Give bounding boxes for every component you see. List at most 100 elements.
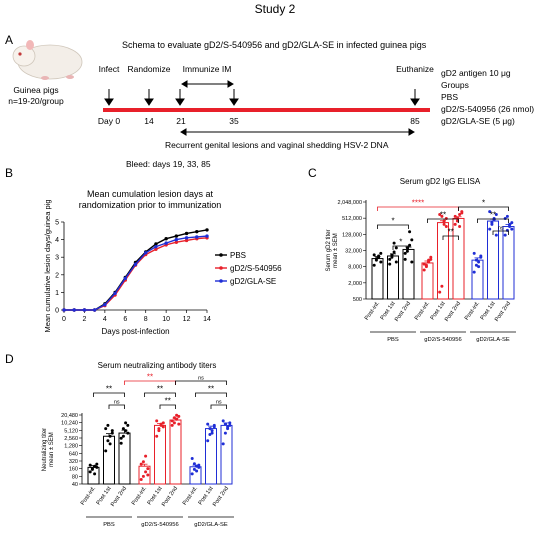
chart-title: Serum neutralizing antibody titers	[98, 361, 217, 370]
data-point	[372, 263, 376, 267]
data-point	[121, 434, 125, 438]
significance-bracket	[442, 235, 459, 240]
data-point	[453, 222, 457, 226]
significance-label: **	[448, 228, 454, 237]
schema-title: Schema to evaluate gD2/S-540956 and gD2/…	[122, 40, 427, 50]
data-point	[510, 227, 514, 231]
data-point	[90, 467, 94, 471]
significance-bracket	[458, 206, 509, 211]
significance-bracket	[492, 230, 509, 235]
data-point	[408, 230, 412, 234]
legend-marker	[219, 266, 223, 270]
significance-bracket	[195, 392, 227, 397]
data-point	[223, 422, 227, 426]
y-tick-label: 20,480	[61, 413, 78, 419]
data-point	[177, 422, 181, 426]
y-tick-label: 8,000	[348, 265, 362, 271]
data-point	[133, 262, 138, 266]
significance-label: ns	[216, 400, 222, 406]
data-point	[190, 472, 194, 476]
groups-info-line: gD2/S-540956 (26 nmol)	[441, 104, 534, 114]
significance-label: **	[157, 385, 163, 394]
data-point	[177, 414, 181, 418]
data-point	[208, 427, 212, 431]
data-point	[228, 421, 232, 425]
data-point	[508, 222, 512, 226]
groups-info-line: PBS	[441, 92, 458, 102]
data-point	[95, 465, 99, 469]
data-point	[95, 462, 99, 466]
y-axis-label: Serum gD2 titer	[326, 229, 332, 271]
group-label: gD2/GLA-SE	[194, 522, 228, 528]
significance-label: **	[147, 373, 153, 382]
significance-bracket	[427, 218, 459, 223]
data-point	[195, 229, 199, 234]
data-point	[472, 270, 476, 274]
data-point	[422, 268, 426, 272]
significance-label: ns	[198, 376, 204, 382]
bar	[205, 428, 217, 485]
legend-label: PBS	[230, 251, 246, 260]
y-tick-label: 2,000	[348, 281, 362, 287]
data-point	[206, 439, 210, 443]
infect-label: Infect	[99, 64, 120, 74]
data-point	[221, 419, 225, 423]
data-point	[190, 457, 194, 461]
chart-title: Serum gD2 IgG ELISA	[400, 177, 481, 186]
data-point	[172, 421, 176, 425]
euthanize-label: Euthanize	[396, 64, 434, 74]
data-point	[442, 219, 446, 223]
y-tick-label: 160	[69, 467, 78, 473]
data-point	[104, 427, 108, 431]
x-axis-label: Days post-infection	[101, 327, 169, 336]
data-point	[154, 242, 158, 246]
data-point	[205, 234, 209, 238]
significance-bracket	[175, 380, 227, 385]
data-point	[460, 211, 464, 215]
data-point	[139, 478, 143, 482]
data-point	[146, 473, 150, 477]
data-point	[88, 463, 92, 467]
significance-label: **	[165, 397, 171, 406]
immunize-range-arrow	[181, 80, 234, 88]
data-point	[195, 469, 199, 473]
panel-a-letter: A	[5, 33, 13, 47]
groups-info-line: gD2/GLA-SE (5 μg)	[441, 116, 515, 126]
y-tick-label: 4	[55, 237, 59, 244]
series-line	[64, 229, 208, 311]
x-tick-label: 10	[162, 316, 170, 323]
data-point	[175, 413, 179, 417]
group-label: gD2/S-540956	[424, 337, 461, 343]
x-tick-label: 2	[82, 316, 86, 323]
data-point	[124, 421, 128, 425]
group-label: PBS	[387, 337, 399, 343]
data-point	[427, 258, 431, 262]
data-point	[488, 227, 492, 231]
data-point	[159, 422, 163, 426]
data-point	[505, 214, 509, 218]
data-point	[442, 222, 446, 226]
data-point	[374, 257, 378, 261]
data-point	[210, 429, 214, 433]
panel-a: A Guinea pigs n=19-20/group Schema to ev…	[5, 33, 534, 169]
y-tick-label: 1	[55, 290, 59, 297]
y-tick-label: 640	[69, 451, 78, 457]
data-point	[113, 291, 117, 295]
significance-bracket	[108, 404, 125, 409]
data-point	[141, 474, 145, 478]
data-point	[192, 467, 196, 471]
bar	[118, 432, 131, 485]
data-point	[93, 464, 97, 468]
data-point	[108, 434, 112, 438]
data-point	[410, 260, 414, 264]
data-point	[161, 425, 165, 429]
data-point	[394, 246, 398, 250]
y-tick-label: 40	[72, 482, 78, 488]
data-point	[410, 238, 414, 242]
significance-bracket	[210, 404, 227, 409]
data-point	[503, 216, 507, 220]
data-point	[474, 258, 478, 262]
significance-bracket	[377, 224, 409, 229]
data-point	[88, 470, 92, 474]
